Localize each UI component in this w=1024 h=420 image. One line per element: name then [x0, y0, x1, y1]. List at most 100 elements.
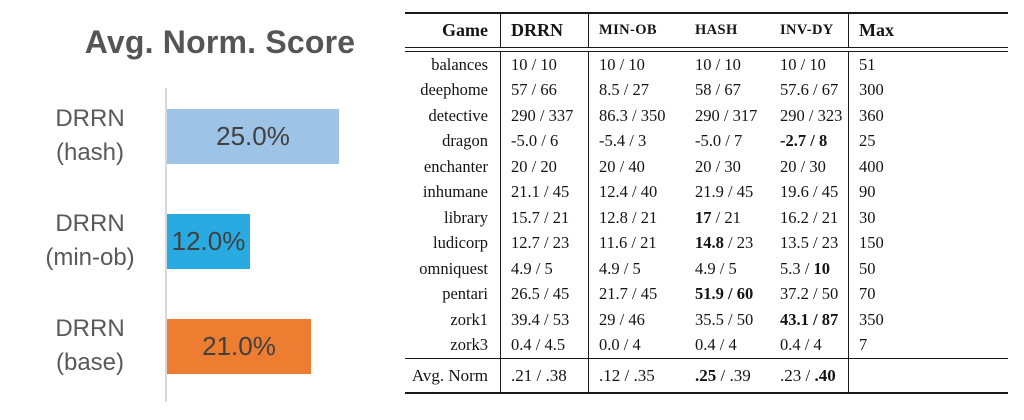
- column-header-minob: MIN-OB: [588, 14, 685, 47]
- footer-cell-drrn: .21 / .38: [500, 358, 588, 392]
- bar-value-label: 12.0%: [171, 226, 246, 256]
- table-cell-hash: 10 / 10: [695, 54, 741, 74]
- table-row: dragon -5.0 / 6 -5.4 / 3 -5.0 / 7 -2.7 / 8 25: [405, 128, 1008, 154]
- table-row: pentari 26.5 / 45 21.7 / 45 51.9 / 60 37.2 /…: [405, 281, 1008, 307]
- table-cell-minob: 12.4 / 40: [588, 179, 685, 205]
- table-cell-invdy: 43.1 / 87: [780, 309, 839, 329]
- table-cell-minob: 86.3 / 350: [588, 102, 685, 128]
- category-label-line1: DRRN: [55, 315, 125, 342]
- category-label-line1: DRRN: [55, 105, 125, 132]
- table-cell-hash: 0.4 / 4: [695, 335, 737, 354]
- category-label-line2: (base): [55, 349, 125, 376]
- table-cell-drrn: 21.1 / 45: [500, 179, 588, 205]
- table-cell-invdy: 10 / 10: [780, 54, 826, 74]
- table-cell-max: 350: [848, 306, 1008, 332]
- table-cell-minob: 12.8 / 21: [588, 204, 685, 230]
- table-cell-drrn: 39.4 / 53: [500, 306, 588, 332]
- table-cell-max: 30: [848, 204, 1008, 230]
- table-cell-drrn: 0.4 / 4.5: [500, 332, 588, 358]
- table-row: balances 10 / 10 10 / 10 10 / 10 10 / 10 51: [405, 51, 1008, 77]
- table-cell-invdy: 19.6 / 45: [780, 182, 839, 201]
- table-cell-drrn: 12.7 / 23: [500, 230, 588, 256]
- table-cell-max: 50: [848, 255, 1008, 281]
- table-cell-drrn: 57 / 66: [500, 77, 588, 103]
- table-cell-minob: 10 / 10: [588, 51, 685, 77]
- footer-cell-max: [848, 358, 1008, 392]
- table-cell-game: detective: [428, 105, 488, 125]
- category-label-line1: DRRN: [55, 210, 125, 237]
- table-cell-hash: 290 / 317: [695, 105, 758, 125]
- table-cell-minob: 21.7 / 45: [588, 281, 685, 307]
- table-cell-game: ludicorp: [433, 233, 488, 252]
- table-cell-hash: -5.0 / 7: [695, 131, 743, 150]
- table-cell-invdy: 13.5 / 23: [780, 233, 839, 252]
- table-cell-game: zork3: [450, 335, 488, 354]
- table-rule-bottom: [405, 391, 1008, 394]
- category-label-drrn-min-ob: DRRN (min-ob): [20, 207, 160, 275]
- chart-axis-line: [165, 88, 167, 402]
- column-header-invdy: INV-DY: [780, 22, 834, 38]
- table-cell-drrn: 4.9 / 5: [500, 255, 588, 281]
- table-row: inhumane 21.1 / 45 12.4 / 40 21.9 / 45 19.6 …: [405, 179, 1008, 205]
- category-label-drrn-base: DRRN (base): [20, 312, 160, 380]
- table-row: deephome 57 / 66 8.5 / 27 58 / 67 57.6 / 67 3…: [405, 77, 1008, 103]
- table-cell-game: enchanter: [423, 156, 488, 176]
- table-cell-hash: 17 / 21: [695, 207, 741, 227]
- table-cell-game: inhumane: [422, 182, 488, 201]
- table-row: omniquest 4.9 / 5 4.9 / 5 4.9 / 5 5.3 / 10 50: [405, 255, 1008, 281]
- footer-cell-invdy: .23 / .40: [780, 365, 836, 385]
- table-rule-footer: [405, 357, 1008, 359]
- table-row: zork1 39.4 / 53 29 / 46 35.5 / 50 43.1 / 87 3…: [405, 306, 1008, 332]
- table-cell-game: balances: [431, 54, 488, 74]
- table-rule-top: [405, 12, 1008, 14]
- table-cell-drrn: 290 / 337: [500, 102, 588, 128]
- table-row: ludicorp 12.7 / 23 11.6 / 21 14.8 / 23 13.5 …: [405, 230, 1008, 256]
- table-cell-drrn: 26.5 / 45: [500, 281, 588, 307]
- table-cell-minob: 20 / 40: [588, 153, 685, 179]
- table-cell-game: zork1: [450, 309, 488, 329]
- bar-drrn-hash: 25.0%: [167, 109, 339, 164]
- table-cell-hash: 4.9 / 5: [695, 258, 737, 278]
- table-row: zork3 0.4 / 4.5 0.0 / 4 0.4 / 4 0.4 / 4 7: [405, 332, 1008, 358]
- column-header-game: Game: [442, 20, 488, 40]
- table-cell-invdy: 57.6 / 67: [780, 80, 839, 99]
- results-table: Game DRRN MIN-OB HASH INV-DY Max balances 10 /…: [405, 12, 1008, 394]
- table-cell-hash: 58 / 67: [695, 80, 741, 99]
- table-cell-hash: 20 / 30: [695, 156, 741, 176]
- column-header-max: Max: [848, 14, 1008, 47]
- category-label-line2: (hash): [55, 139, 125, 166]
- bar-value-label: 21.0%: [202, 331, 276, 361]
- table-cell-drrn: 20 / 20: [500, 153, 588, 179]
- table-row: detective 290 / 337 86.3 / 350 290 / 317 290…: [405, 102, 1008, 128]
- table-row: enchanter 20 / 20 20 / 40 20 / 30 20 / 30 400: [405, 153, 1008, 179]
- table-cell-invdy: 16.2 / 21: [780, 207, 839, 227]
- table-cell-minob: 4.9 / 5: [588, 255, 685, 281]
- table-cell-hash: 35.5 / 50: [695, 309, 754, 329]
- table-cell-game: pentari: [442, 284, 488, 303]
- table-cell-minob: -5.4 / 3: [588, 128, 685, 154]
- table-cell-minob: 0.0 / 4: [588, 332, 685, 358]
- column-header-hash: HASH: [695, 22, 738, 38]
- table-cell-hash: 14.8 / 23: [695, 233, 754, 252]
- table-cell-game: library: [444, 207, 488, 227]
- column-header-drrn: DRRN: [500, 14, 588, 47]
- table-cell-drrn: 10 / 10: [500, 51, 588, 77]
- table-cell-invdy: 5.3 / 10: [780, 258, 830, 278]
- table-cell-invdy: 37.2 / 50: [780, 284, 839, 303]
- table-cell-invdy: -2.7 / 8: [780, 131, 828, 150]
- table-cell-game: omniquest: [419, 258, 488, 278]
- table-header-row: Game DRRN MIN-OB HASH INV-DY Max: [405, 14, 1008, 47]
- table-rule-header: [405, 47, 1008, 52]
- bar-value-label: 25.0%: [216, 121, 290, 151]
- table-cell-drrn: 15.7 / 21: [500, 204, 588, 230]
- chart-title: Avg. Norm. Score: [84, 24, 356, 60]
- footer-cell-minob: .12 / .35: [588, 358, 685, 392]
- table-cell-max: 400: [848, 153, 1008, 179]
- bar-drrn-min-ob: 12.0%: [167, 214, 250, 269]
- table-cell-max: 300: [848, 77, 1008, 103]
- table-cell-invdy: 20 / 30: [780, 156, 826, 176]
- table-cell-max: 90: [848, 179, 1008, 205]
- table-cell-hash: 21.9 / 45: [695, 182, 754, 201]
- table-cell-invdy: 290 / 323: [780, 105, 843, 125]
